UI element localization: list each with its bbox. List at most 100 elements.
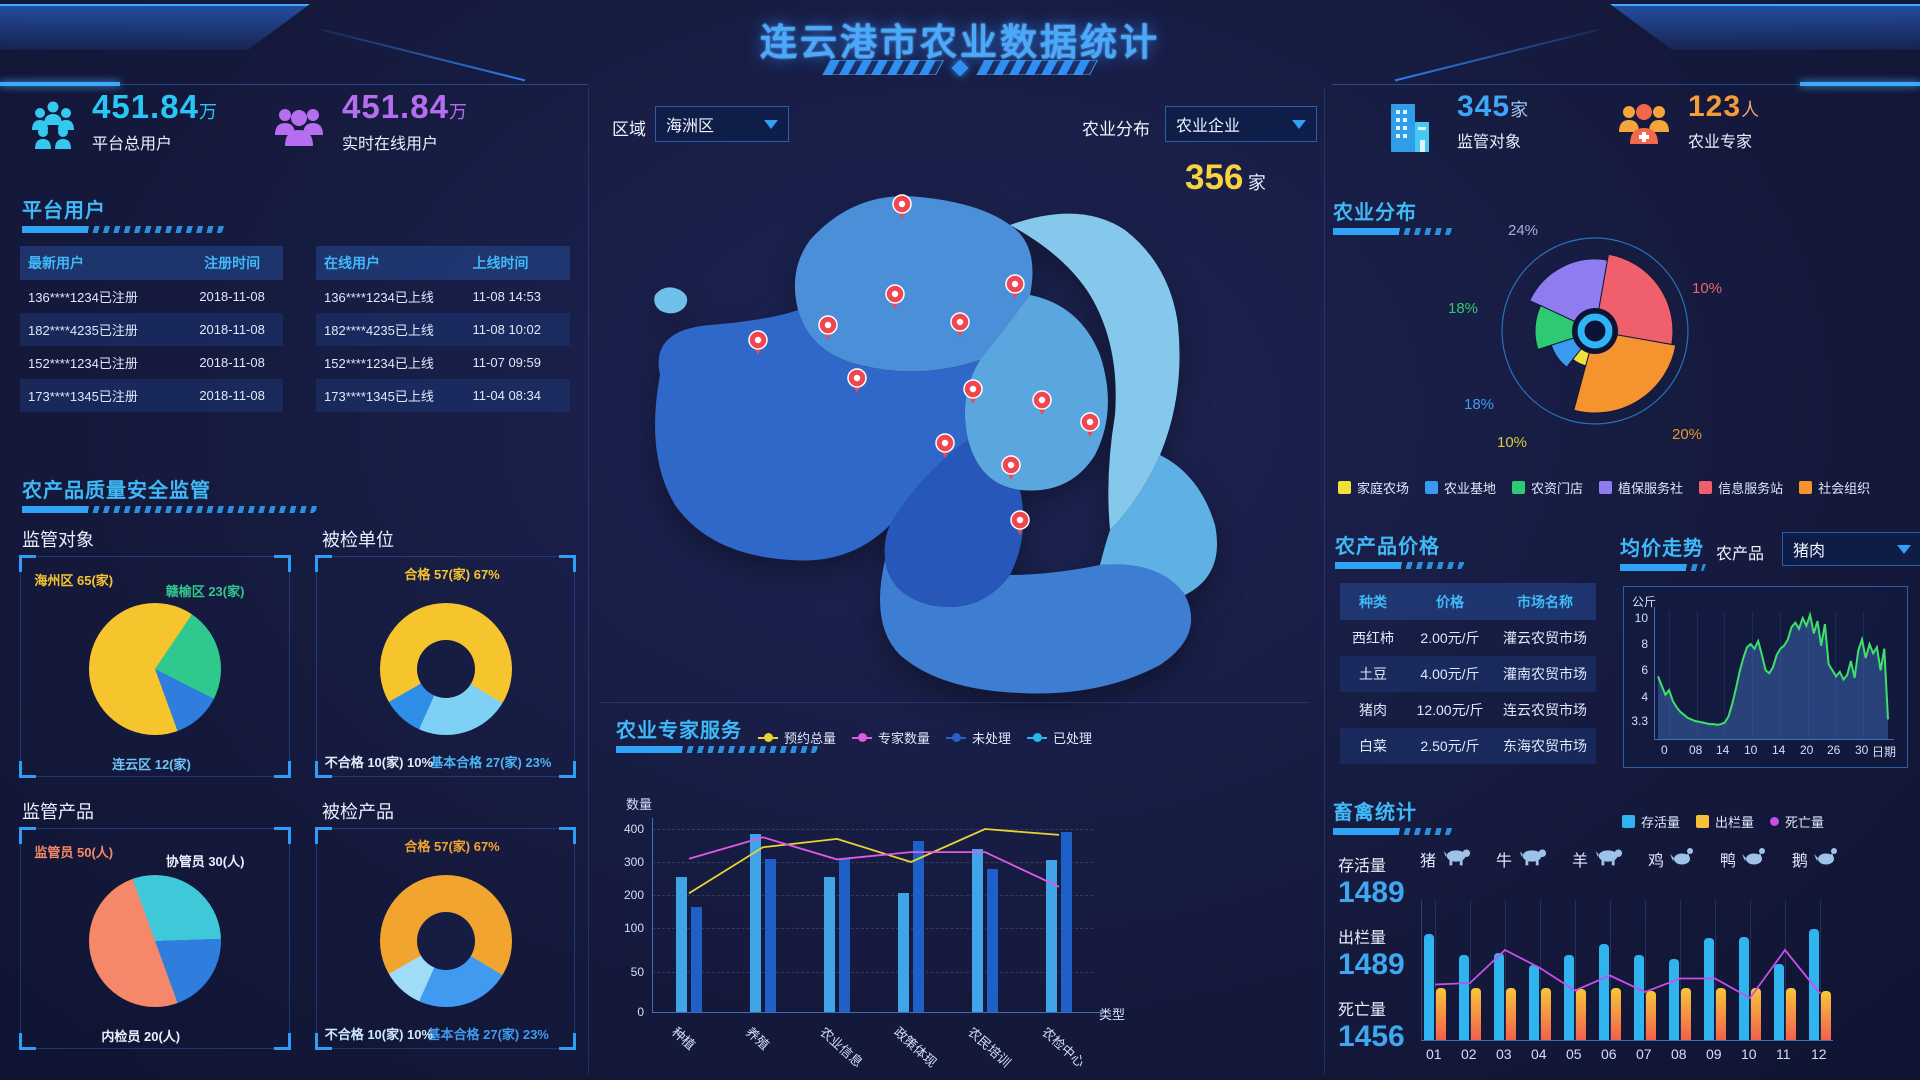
distribution-dropdown[interactable]: 农业企业 <box>1165 106 1317 142</box>
map-district[interactable] <box>655 310 980 561</box>
livestock-chart: 01 02 03 04 05 06 07 08 09 10 11 12 <box>1415 900 1845 1068</box>
bar-存活量 <box>1634 954 1644 1040</box>
region-label: 区域 <box>612 120 646 139</box>
goose-icon <box>1813 845 1840 872</box>
animal-tab-cow[interactable]: 牛 <box>1496 845 1548 872</box>
y-tick: 3.3 <box>1631 714 1648 728</box>
bar-出栏量 <box>1646 990 1656 1040</box>
map-pin[interactable] <box>885 284 905 309</box>
legend-label: 植保服务社 <box>1618 481 1684 496</box>
enterprise-count: 356 家 <box>1185 158 1266 198</box>
map-district[interactable] <box>1100 455 1217 595</box>
product-dropdown[interactable]: 猪肉 <box>1782 532 1920 566</box>
total-users-unit: 万 <box>198 102 218 122</box>
table-cell: 2018-11-08 <box>199 355 265 370</box>
y-tick: 200 <box>623 888 644 902</box>
table-row: 白菜 2.50元/斤 东海农贸市场 <box>1340 728 1596 764</box>
expert-service-chart: 数量 类型 400 300 200 100 50 0 种植 养殖 农业信息 政策体现 农民培训 农检中心 <box>600 778 1125 1078</box>
corner-bracket <box>274 761 291 778</box>
table-cell: 东海农贸市场 <box>1503 738 1587 754</box>
legend-item[interactable]: 存活量 <box>1622 812 1680 831</box>
gridline <box>652 829 1093 830</box>
supervised-value: 345 <box>1457 90 1511 123</box>
map-district[interactable] <box>880 560 1192 694</box>
legend-item[interactable]: 农资门店 <box>1512 478 1583 497</box>
map-pin[interactable] <box>1032 390 1052 415</box>
map-district[interactable] <box>884 440 1024 607</box>
legend-item[interactable]: 家庭农场 <box>1338 478 1409 497</box>
rose-percent-label: 20% <box>1672 426 1703 443</box>
map-pin[interactable] <box>935 433 955 458</box>
animal-tab-chicken[interactable]: 鸡 <box>1648 845 1696 872</box>
table-cell: 2018-11-08 <box>199 388 265 403</box>
map-pin[interactable] <box>1005 274 1025 299</box>
table-row: 152****1234已注册 2018-11-08 <box>20 346 283 379</box>
duck-icon <box>1741 845 1768 872</box>
map-district[interactable] <box>654 287 688 314</box>
map-pin[interactable] <box>963 379 983 404</box>
corner-bracket <box>315 827 332 844</box>
legend-item[interactable]: 死亡量 <box>1770 812 1824 831</box>
table-cell: 173****1345已上线 <box>324 389 434 404</box>
animal-tab-pig[interactable]: 猪 <box>1420 845 1472 872</box>
building-icon <box>1387 100 1433 157</box>
region-dropdown[interactable]: 海洲区 <box>655 106 789 142</box>
map-pin[interactable] <box>950 312 970 337</box>
slice-label: 协管员 30(人) <box>165 853 245 869</box>
legend-item[interactable]: 信息服务站 <box>1699 478 1783 497</box>
month-label: 09 <box>1706 1046 1722 1062</box>
price-table: 种类 价格 市场名称 西红柿 2.00元/斤 灌云农贸市场 土豆 4.00元/斤 灌南农贸市场猪… <box>1340 583 1596 764</box>
map-district[interactable] <box>1010 213 1180 530</box>
bar-存活量 <box>1669 959 1679 1040</box>
legend-item[interactable]: 植保服务社 <box>1599 478 1683 497</box>
legend-label: 社会组织 <box>1818 481 1871 496</box>
table-header-cell: 价格 <box>1436 593 1464 610</box>
divider-left <box>588 88 589 1074</box>
total-users-icon <box>26 96 80 155</box>
table-header-cell: 市场名称 <box>1517 593 1573 610</box>
map-pin[interactable] <box>892 194 912 219</box>
bar-未处理 <box>913 840 924 1012</box>
pie-supervision-products <box>89 875 221 1007</box>
map-pin[interactable] <box>818 315 838 340</box>
livestock-stat: 死亡量 1456 <box>1338 996 1405 1054</box>
total-users-label: 平台总用户 <box>92 136 173 153</box>
animal-tab-sheep[interactable]: 羊 <box>1572 845 1624 872</box>
map-district[interactable] <box>794 196 1033 372</box>
chicken-icon <box>1669 845 1696 872</box>
table-row: 西红柿 2.00元/斤 灌云农贸市场 <box>1340 620 1596 656</box>
slice-label: 连云区 12(家) <box>112 757 191 773</box>
legend-item[interactable]: 社会组织 <box>1799 478 1870 497</box>
section-title-platform-users: 平台用户 <box>22 200 106 222</box>
y-axis-label: 公斤 <box>1632 595 1657 609</box>
gridline <box>1780 611 1781 739</box>
map-pin[interactable] <box>748 330 768 355</box>
online-users-stat: 451.84万 实时在线用户 <box>342 88 468 154</box>
legend-square-icon <box>1338 481 1351 494</box>
chart-title-inspected-products: 被检产品 <box>322 802 394 822</box>
map-pin[interactable] <box>1010 510 1030 535</box>
online-users-value: 451.84 <box>342 88 449 125</box>
trend-line <box>1657 611 1889 739</box>
rose-percent-label: 10% <box>1692 280 1723 297</box>
section-title-livestock: 畜禽统计 <box>1333 802 1417 824</box>
legend-item[interactable]: 出栏量 <box>1696 812 1754 831</box>
legend-item[interactable]: 专家数量 <box>852 728 930 747</box>
month-label: 05 <box>1566 1046 1582 1062</box>
slice-label: 合格 57(家) 67% <box>404 838 500 854</box>
livestock-stat-value: 1456 <box>1338 1020 1405 1053</box>
legend-item[interactable]: 预约总量 <box>758 728 836 747</box>
animal-tab-goose[interactable]: 鹅 <box>1792 845 1840 872</box>
map-pin[interactable] <box>847 368 867 393</box>
y-axis-label: 数量 <box>626 797 653 812</box>
animal-tab-duck[interactable]: 鸭 <box>1720 845 1768 872</box>
legend-item[interactable]: 已处理 <box>1027 728 1092 747</box>
table-cell: 12.00元/斤 <box>1416 702 1484 718</box>
legend-item[interactable]: 未处理 <box>946 728 1011 747</box>
map-pin[interactable] <box>1001 455 1021 480</box>
table-cell: 182****4235已上线 <box>324 323 434 338</box>
x-tick: 10 <box>1744 743 1758 757</box>
legend-item[interactable]: 农业基地 <box>1425 478 1496 497</box>
corner-bracket <box>274 555 291 572</box>
map-pin[interactable] <box>1080 412 1100 437</box>
